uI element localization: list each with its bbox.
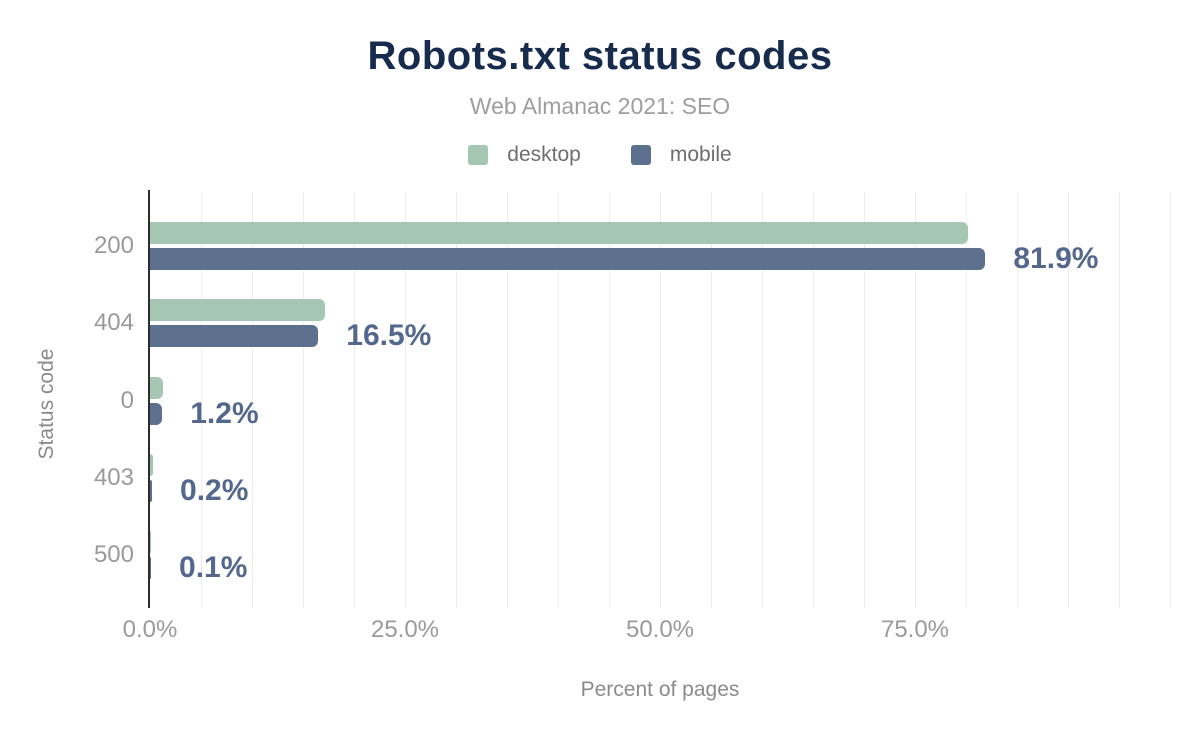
data-label-0: 1.2% [190, 396, 259, 430]
bar-desktop-0 [150, 376, 164, 399]
gridline [252, 192, 253, 608]
bar-desktop-404 [150, 299, 326, 322]
legend-label-desktop: desktop [507, 143, 581, 166]
legend-swatch-desktop [468, 145, 489, 165]
legend-label-mobile: mobile [669, 143, 732, 166]
chart-subtitle: Web Almanac 2021: SEO [469, 93, 731, 119]
y-axis-title: Status code [35, 348, 58, 460]
gridline [813, 192, 814, 608]
data-label-404: 16.5% [346, 319, 432, 353]
gridline [558, 192, 559, 608]
gridline [456, 192, 457, 608]
x-axis-title: Percent of pages [580, 678, 740, 701]
y-tick-label: 200 [93, 232, 134, 259]
bar-desktop-500 [150, 531, 152, 553]
y-axis-line [148, 190, 150, 608]
legend-item-mobile[interactable]: mobile [630, 143, 732, 167]
legend-item-desktop[interactable]: desktop [468, 143, 581, 167]
gridline [762, 192, 763, 608]
data-label-403: 0.2% [180, 473, 249, 507]
bar-mobile-0 [150, 402, 163, 425]
y-tick-label: 500 [93, 541, 134, 568]
gridline [354, 192, 355, 608]
x-tick-label: 25.0% [370, 616, 440, 643]
gridline [1119, 192, 1120, 608]
gridline [864, 192, 865, 608]
gridline [405, 192, 406, 608]
x-tick-label: 0.0% [122, 616, 178, 643]
bar-mobile-404 [150, 325, 319, 348]
data-label-500: 0.1% [179, 551, 248, 584]
gridline [1017, 192, 1018, 608]
gridline [966, 192, 967, 608]
legend-swatch-mobile [630, 145, 651, 165]
gridline [201, 192, 202, 608]
y-tick-label: 403 [93, 463, 134, 491]
gridline [303, 192, 304, 608]
bar-mobile-403 [150, 479, 153, 502]
bar-desktop-403 [150, 453, 154, 476]
y-tick-label: 0 [120, 386, 134, 414]
x-tick-label: 75.0% [880, 616, 950, 643]
gridline [1170, 192, 1171, 608]
gridline [507, 192, 508, 608]
legend: desktop mobile [0, 143, 1200, 167]
y-tick-label: 404 [93, 309, 134, 337]
gridline [711, 192, 712, 608]
bar-desktop-200 [150, 222, 969, 244]
bar-mobile-500 [150, 557, 152, 579]
gridline [1068, 192, 1069, 608]
gridline [609, 192, 610, 608]
plot-area: 200 81.9% 404 16.5% 0 1.2% 403 0.2% 500 0.1% 0.0% 2… [94, 190, 1171, 643]
bar-mobile-200 [150, 248, 986, 270]
gridline [660, 192, 661, 608]
data-label-200: 81.9% [1013, 242, 1099, 275]
chart-title: Robots.txt status codes [367, 34, 833, 78]
x-tick-label: 50.0% [625, 616, 695, 643]
gridline [915, 192, 916, 608]
